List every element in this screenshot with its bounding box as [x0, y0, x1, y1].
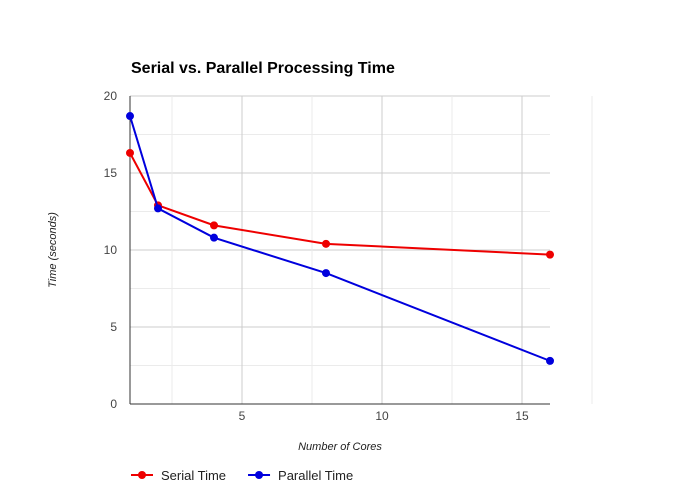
legend-swatch-marker	[255, 471, 264, 479]
x-tick-label: 5	[239, 409, 246, 423]
y-axis-title: Time (seconds)	[47, 212, 59, 288]
data-point[interactable]	[546, 250, 554, 259]
series-lines	[126, 112, 554, 365]
data-point[interactable]	[322, 269, 330, 278]
grid-lines	[130, 95, 593, 404]
x-axis-title: Number of Cores	[298, 441, 382, 453]
chart-title: Serial vs. Parallel Processing Time	[131, 60, 395, 77]
legend[interactable]: Serial Time Parallel Time	[131, 468, 353, 483]
data-point[interactable]	[154, 204, 162, 213]
data-point[interactable]	[210, 221, 218, 230]
legend-label[interactable]: Serial Time	[161, 468, 226, 483]
y-tick-label: 0	[110, 397, 117, 411]
axes	[129, 96, 550, 405]
data-point[interactable]	[546, 356, 554, 365]
x-tick-label: 10	[375, 409, 389, 423]
series-line-2	[129, 115, 551, 362]
y-tick-label: 15	[104, 166, 118, 180]
series-line-1	[129, 152, 551, 256]
data-point[interactable]	[322, 239, 330, 248]
x-tick-label: 15	[515, 409, 529, 423]
data-point[interactable]	[126, 112, 134, 121]
data-point[interactable]	[126, 148, 134, 157]
y-tick-label: 5	[110, 320, 117, 334]
legend-swatch-marker	[138, 471, 146, 479]
y-tick-label: 10	[104, 243, 118, 257]
data-point[interactable]	[210, 233, 218, 242]
legend-label[interactable]: Parallel Time	[278, 468, 353, 483]
y-tick-label: 20	[104, 89, 118, 103]
tick-labels: 0 5 10 15 20 5 10 15	[104, 89, 529, 423]
